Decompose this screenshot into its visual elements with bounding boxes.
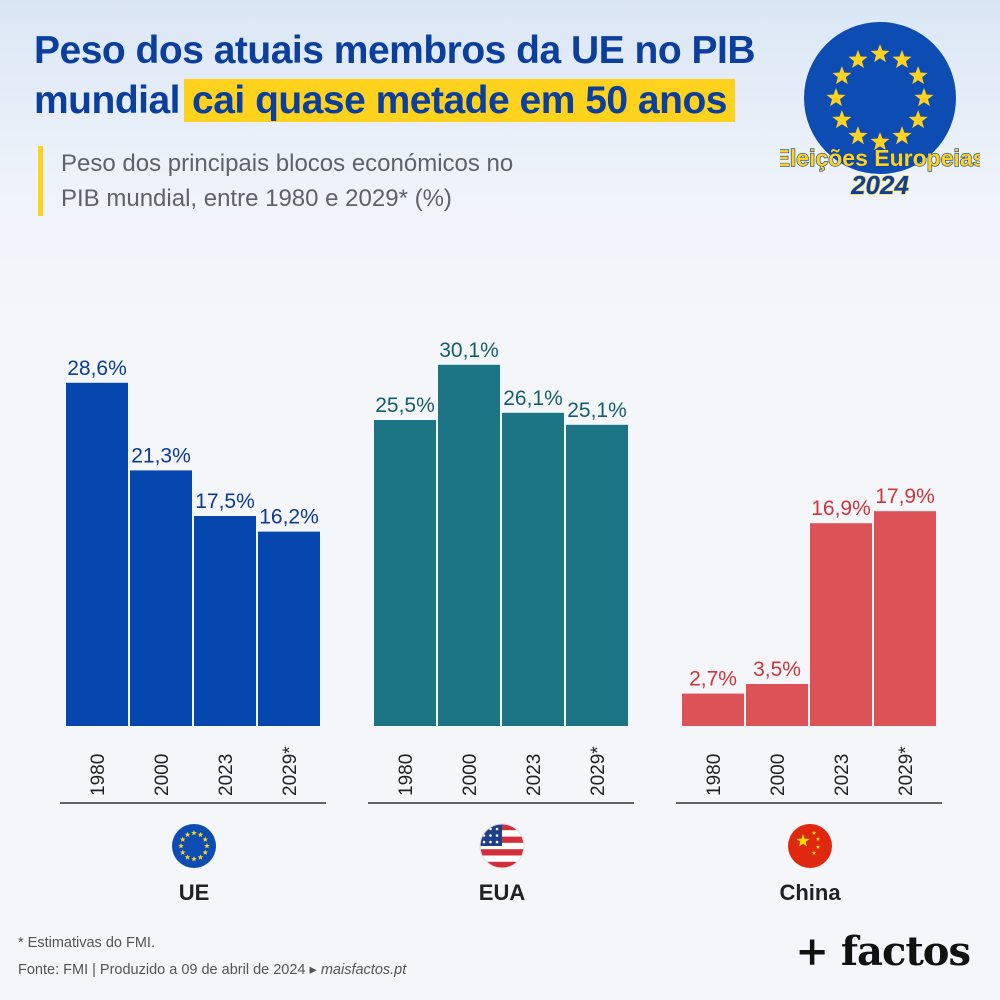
tick-label: 2029* bbox=[896, 746, 917, 796]
data-label: 25,5% bbox=[375, 394, 435, 417]
bar-group-eua: 25,5% 1980 30,1% 2000 26,1% 2023 25,1% 2029* EUA bbox=[368, 339, 634, 905]
bar bbox=[258, 531, 320, 726]
title-highlight: cai quase metade em 50 anos bbox=[184, 79, 735, 122]
data-label: 30,1% bbox=[439, 339, 499, 362]
group-label: China bbox=[779, 880, 841, 905]
source-site: maisfactos.pt bbox=[320, 962, 407, 978]
flag-star bbox=[191, 856, 197, 862]
badge-star bbox=[914, 88, 934, 107]
bar bbox=[566, 424, 628, 726]
data-label: 3,5% bbox=[753, 658, 801, 681]
tick-label: 2023 bbox=[524, 754, 545, 796]
bar bbox=[194, 516, 256, 726]
data-label: 17,5% bbox=[195, 490, 255, 513]
flag-star bbox=[204, 843, 210, 849]
badge-star bbox=[826, 88, 846, 107]
badge-star bbox=[892, 126, 912, 145]
source-text: Fonte: FMI | Produzido a 09 de abril de … bbox=[18, 962, 317, 978]
bar bbox=[130, 470, 192, 726]
bar bbox=[746, 684, 808, 726]
title-line-1: Peso dos atuais membros da UE no PIB bbox=[34, 29, 756, 72]
chart-title: Peso dos atuais membros da UE no PIB mun… bbox=[34, 26, 756, 126]
tick-label: 2023 bbox=[832, 754, 853, 796]
us-flag-icon bbox=[479, 823, 525, 869]
eu-flag-icon bbox=[804, 22, 956, 174]
title-line-2-plain: mundial bbox=[34, 79, 181, 122]
tick-label: 2029* bbox=[280, 746, 301, 796]
data-label: 2,7% bbox=[689, 668, 737, 691]
elections-badge: Eleições Europeias 2024 bbox=[780, 22, 980, 201]
tick-label: 2000 bbox=[152, 754, 173, 796]
bar bbox=[810, 523, 872, 726]
bar bbox=[682, 693, 744, 726]
bar bbox=[502, 412, 564, 726]
group-label: UE bbox=[179, 880, 210, 905]
data-label: 17,9% bbox=[875, 485, 935, 508]
flag-star bbox=[179, 836, 186, 842]
bar bbox=[374, 420, 436, 726]
subtitle-line-2: PIB mundial, entre 1980 e 2029* (%) bbox=[61, 185, 452, 212]
flag-star bbox=[202, 836, 209, 842]
flag-star bbox=[197, 831, 204, 838]
badge-line-1: Eleições Europeias bbox=[780, 145, 980, 171]
flag-star bbox=[202, 849, 209, 855]
flag-star bbox=[191, 830, 197, 836]
flag-star bbox=[184, 854, 191, 860]
badge-star bbox=[908, 66, 928, 85]
bar bbox=[66, 382, 128, 726]
data-label: 21,3% bbox=[131, 444, 191, 467]
tick-label: 1980 bbox=[88, 754, 109, 796]
flag-star bbox=[184, 831, 191, 838]
title-line-2: mundial cai quase metade em 50 anos bbox=[34, 76, 755, 126]
badge-stars bbox=[826, 44, 934, 151]
tick-label: 2029* bbox=[588, 746, 609, 796]
flag-star bbox=[179, 849, 186, 855]
bar bbox=[874, 511, 936, 726]
footnote: * Estimativas do FMI. bbox=[18, 935, 155, 951]
chart-subtitle: Peso dos principais blocos económicos no… bbox=[38, 146, 621, 216]
data-label: 16,9% bbox=[811, 497, 871, 520]
source-line: Fonte: FMI | Produzido a 09 de abril de … bbox=[18, 962, 406, 978]
flag-star bbox=[197, 854, 204, 860]
data-label: 28,6% bbox=[67, 357, 127, 380]
tick-label: 1980 bbox=[396, 754, 417, 796]
bar-group-china: 2,7% 1980 3,5% 2000 16,9% 2023 17,9% 2029* China bbox=[676, 485, 942, 905]
badge-star bbox=[848, 126, 868, 145]
eu-flag-icon bbox=[172, 824, 216, 868]
tick-label: 2000 bbox=[460, 754, 481, 796]
tick-label: 2000 bbox=[768, 754, 789, 796]
china-flag-icon bbox=[788, 824, 832, 868]
badge-star bbox=[870, 132, 890, 151]
badge-line-2: 2024 bbox=[850, 170, 909, 200]
badge-star bbox=[832, 110, 852, 129]
group-label: EUA bbox=[479, 880, 526, 905]
tick-label: 1980 bbox=[704, 754, 725, 796]
badge-star bbox=[908, 110, 928, 129]
subtitle-line-1: Peso dos principais blocos económicos no bbox=[61, 150, 514, 177]
tick-label: 2023 bbox=[216, 754, 237, 796]
data-label: 26,1% bbox=[503, 387, 563, 410]
bar bbox=[438, 364, 500, 726]
badge-star bbox=[870, 44, 890, 63]
bar-group-ue: 28,6% 1980 21,3% 2000 17,5% 2023 16,2% 2029* UE bbox=[60, 357, 326, 905]
data-label: 25,1% bbox=[567, 399, 627, 422]
data-label: 16,2% bbox=[259, 506, 319, 529]
badge-star bbox=[848, 49, 868, 68]
flag-star bbox=[178, 843, 184, 849]
badge-star bbox=[892, 49, 912, 68]
maisfactos-logo: + factos bbox=[795, 928, 971, 975]
badge-star bbox=[832, 66, 852, 85]
